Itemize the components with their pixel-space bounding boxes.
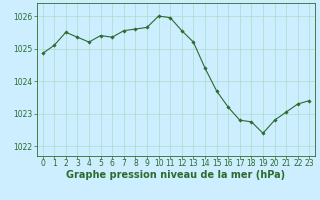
- X-axis label: Graphe pression niveau de la mer (hPa): Graphe pression niveau de la mer (hPa): [67, 170, 285, 180]
